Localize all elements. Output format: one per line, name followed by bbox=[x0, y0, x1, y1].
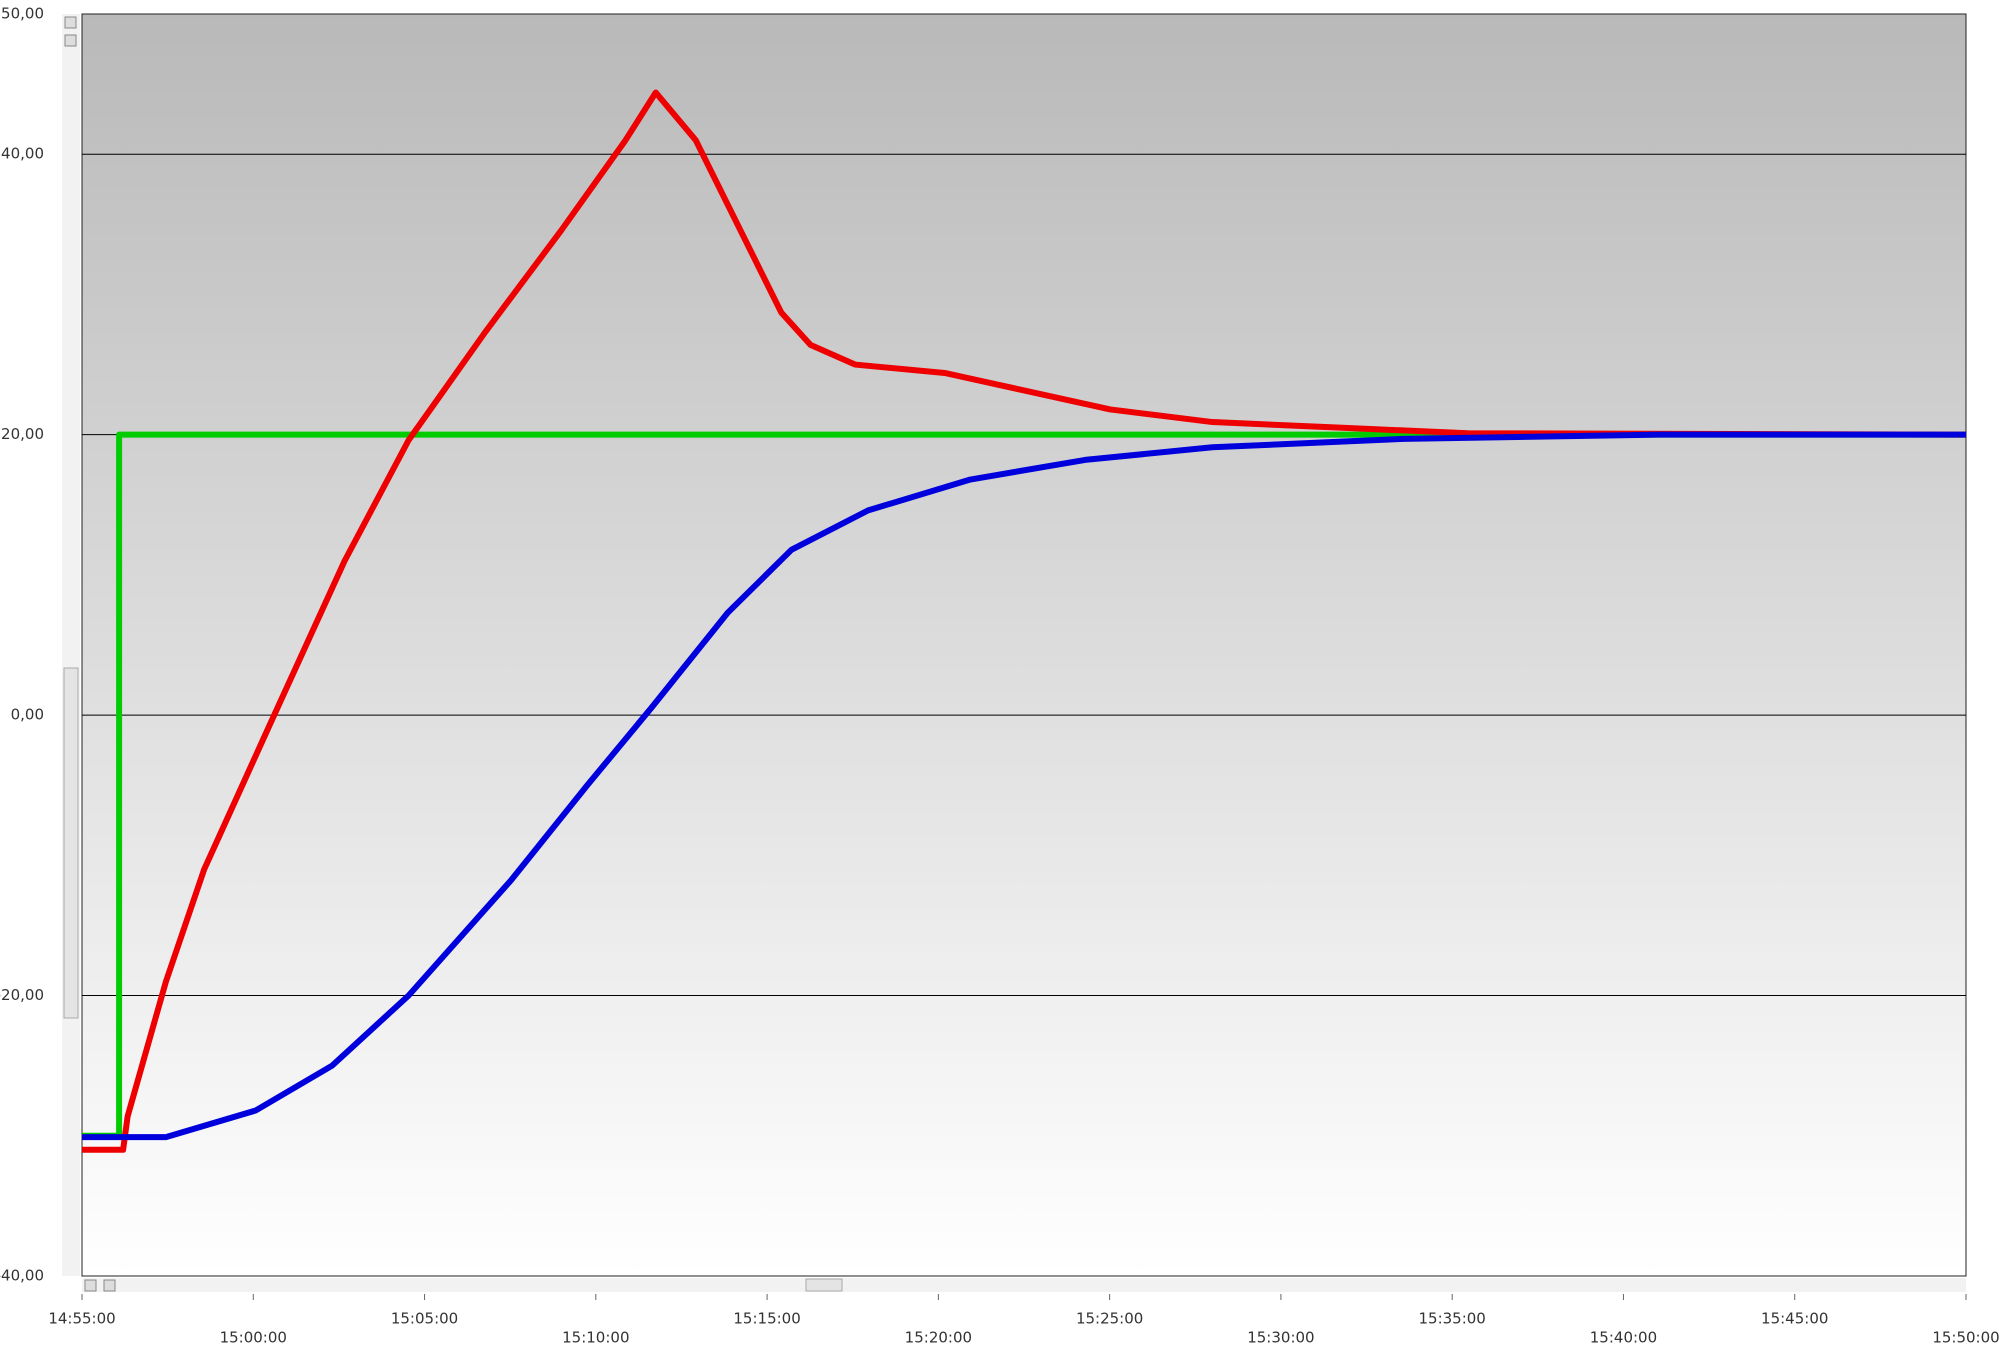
x-tick-label: 15:25:00 bbox=[1076, 1310, 1143, 1328]
scroll-thumb[interactable] bbox=[805, 1278, 843, 1292]
reset-button[interactable] bbox=[103, 1279, 116, 1292]
x-tick-label: 15:05:00 bbox=[391, 1310, 458, 1328]
y-tick-label: -40,00 bbox=[0, 1267, 44, 1285]
y-tick-label: 0,00 bbox=[11, 706, 44, 724]
y-tick-label: 40,00 bbox=[1, 145, 44, 163]
x-tick-label: 15:35:00 bbox=[1418, 1310, 1485, 1328]
x-tick-label: 15:50:00 bbox=[1932, 1329, 1999, 1347]
x-tick-label: 15:30:00 bbox=[1247, 1329, 1314, 1347]
reset-button[interactable] bbox=[64, 34, 77, 47]
y-tick-label: 20,00 bbox=[1, 425, 44, 443]
zoom-button[interactable] bbox=[84, 1279, 97, 1292]
horizontal-scrollbar[interactable] bbox=[82, 1278, 1966, 1292]
y-tick-label: 50,00 bbox=[1, 5, 44, 23]
x-tick-label: 15:40:00 bbox=[1590, 1329, 1657, 1347]
x-tick-label: 15:10:00 bbox=[562, 1329, 629, 1347]
scroll-thumb[interactable] bbox=[63, 667, 79, 1019]
y-tick-label: -20,00 bbox=[0, 986, 44, 1004]
series-line bbox=[82, 431, 1966, 1141]
x-tick-label: 15:45:00 bbox=[1761, 1310, 1828, 1328]
x-tick-label: 15:15:00 bbox=[733, 1310, 800, 1328]
series-line bbox=[82, 89, 1967, 1153]
vertical-scrollbar[interactable] bbox=[62, 14, 80, 1276]
x-tick-label: 14:55:00 bbox=[48, 1310, 115, 1328]
x-tick-label: 15:20:00 bbox=[905, 1329, 972, 1347]
plot-area bbox=[81, 13, 1967, 1277]
x-tick-label: 15:00:00 bbox=[220, 1329, 287, 1347]
zoom-button[interactable] bbox=[64, 16, 77, 29]
